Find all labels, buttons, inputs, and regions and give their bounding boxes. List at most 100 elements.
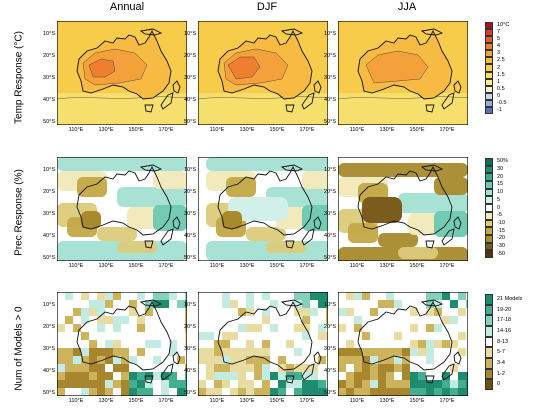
island-coastline — [453, 80, 462, 94]
island-coastline — [280, 299, 304, 307]
lat-label: 10°S — [184, 31, 196, 37]
lat-label: 40°S — [324, 233, 336, 239]
legend-label: -30 — [497, 242, 505, 249]
legend-swatch — [485, 29, 493, 37]
lat-label: 10°S — [43, 167, 55, 173]
lat-label: 10°S — [184, 302, 196, 308]
lon-label: 150°E — [269, 263, 285, 269]
island-coastline — [313, 80, 322, 94]
island-coastline — [420, 164, 444, 172]
lat-label: 10°S — [184, 167, 196, 173]
island-coastline — [285, 104, 295, 113]
lon-label: 150°E — [269, 398, 285, 404]
lon-label: 170°E — [158, 127, 174, 133]
legend-swatch — [485, 158, 493, 166]
island-coastline — [280, 164, 304, 172]
lon-label: 110°E — [68, 263, 84, 269]
map-prec-djf — [198, 157, 328, 261]
legend-label: -5 — [497, 212, 502, 219]
map-prec-jja — [338, 157, 468, 261]
lat-label: 40°S — [324, 368, 336, 374]
island-coastline — [313, 216, 322, 230]
map-models-djf — [198, 292, 328, 396]
lat-label: 40°S — [43, 233, 55, 239]
lon-label: 150°E — [409, 127, 425, 133]
lat-label: 20°S — [324, 324, 336, 330]
island-coastline — [453, 216, 462, 230]
lon-label: 130°E — [98, 127, 114, 133]
map-temp-jja — [338, 21, 468, 125]
australia-coastline — [76, 29, 172, 100]
island-coastline — [420, 28, 444, 36]
legend-label: 7 — [497, 29, 501, 36]
column-title-djf: DJF — [256, 1, 278, 13]
lon-label: 150°E — [128, 398, 144, 404]
australia-coastline — [357, 29, 453, 100]
island-coastline — [441, 228, 455, 246]
lon-label: 110°E — [349, 127, 365, 133]
map-plot — [198, 157, 328, 261]
legend-swatch — [485, 368, 493, 380]
legend-swatch — [485, 358, 493, 369]
lat-label: 50°S — [324, 119, 336, 125]
lat-label: 30°S — [184, 75, 196, 81]
australia-coastline — [76, 300, 172, 371]
legend-swatch — [485, 294, 493, 305]
island-coastline — [301, 92, 315, 110]
australia-coastline — [76, 165, 172, 236]
lat-label: 50°S — [184, 390, 196, 396]
lat-label: 10°S — [324, 302, 336, 308]
legend-swatch — [485, 196, 493, 205]
lon-label: 130°E — [98, 398, 114, 404]
lon-label: 170°E — [158, 398, 174, 404]
map-prec-annual — [57, 157, 187, 261]
lat-label: 20°S — [324, 189, 336, 195]
legend-label: 1-2 — [497, 370, 505, 377]
legend-label: 10°C — [497, 22, 510, 29]
legend-label: -15 — [497, 227, 505, 234]
lat-label: 50°S — [324, 255, 336, 261]
island-coastline — [280, 28, 304, 36]
legend-label: 20 — [497, 173, 504, 180]
lon-label: 150°E — [128, 127, 144, 133]
lat-label: 40°S — [184, 368, 196, 374]
row-title-models: Num of Models > 0 — [13, 306, 25, 391]
lat-label: 10°S — [43, 31, 55, 37]
legend-label: -50 — [497, 250, 505, 257]
lat-label: 20°S — [184, 189, 196, 195]
lat-label: 20°S — [184, 53, 196, 59]
lon-label: 150°E — [269, 127, 285, 133]
lat-label: 10°S — [324, 31, 336, 37]
lat-label: 50°S — [43, 390, 55, 396]
lat-label: 30°S — [43, 75, 55, 81]
map-plot — [198, 292, 328, 396]
legend-swatch — [485, 204, 493, 212]
lat-label: 40°S — [43, 97, 55, 103]
legend-swatch — [485, 78, 493, 86]
lon-label: 150°E — [409, 263, 425, 269]
lat-label: 30°S — [184, 211, 196, 217]
map-plot — [57, 292, 187, 396]
island-coastline — [285, 240, 295, 249]
legend-swatch — [485, 242, 493, 251]
legend-label: 1.5 — [497, 71, 505, 78]
lon-label: 130°E — [379, 127, 395, 133]
legend-swatch — [485, 43, 493, 51]
map-plot — [338, 157, 468, 261]
lon-label: 110°E — [349, 263, 365, 269]
lon-label: 150°E — [128, 263, 144, 269]
map-plot — [198, 21, 328, 125]
lat-label: 30°S — [324, 211, 336, 217]
legend-label: 14-16 — [497, 327, 512, 334]
lon-label: 170°E — [158, 263, 174, 269]
lat-label: 20°S — [324, 53, 336, 59]
island-coastline — [313, 351, 322, 365]
legend-label: -1 — [497, 106, 502, 113]
lat-label: 50°S — [43, 255, 55, 261]
map-plot — [57, 157, 187, 261]
legend-swatch — [485, 106, 493, 114]
legend-label: 8-13 — [497, 338, 509, 345]
legend-label: 17-18 — [497, 317, 512, 324]
legend-swatch — [485, 99, 493, 107]
legend-label: 50% — [497, 158, 509, 165]
